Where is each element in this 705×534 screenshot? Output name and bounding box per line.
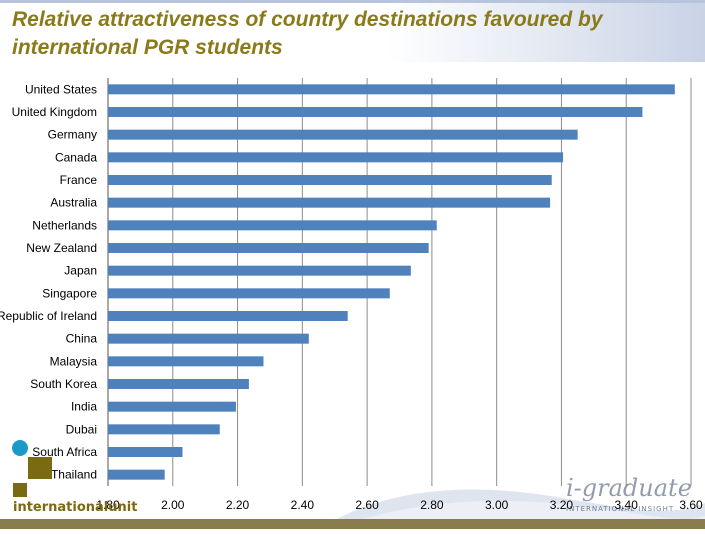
bar (108, 469, 165, 480)
decorative-wave (330, 489, 705, 523)
category-label: New Zealand (26, 241, 97, 255)
x-tick-label: 2.80 (420, 498, 444, 512)
x-tick-label: 1.80 (96, 498, 120, 512)
x-tick-label: 3.00 (485, 498, 509, 512)
bar (108, 243, 429, 253)
category-label: Germany (48, 128, 97, 142)
bar (108, 333, 309, 344)
bar (108, 175, 552, 185)
bar (108, 197, 551, 208)
bar (108, 288, 390, 299)
category-label: Malaysia (50, 354, 98, 368)
category-label: Dubai (66, 422, 97, 436)
logo-block-small-icon (13, 483, 27, 497)
grid-layer (107, 78, 692, 486)
bar (108, 424, 220, 435)
footer-band (0, 519, 705, 529)
brand-logo-text: internationalunit (13, 500, 138, 515)
category-label: France (60, 173, 98, 187)
bar (108, 356, 264, 367)
x-tick-label: 2.00 (161, 498, 185, 512)
x-tick-label: 2.20 (226, 498, 250, 512)
bar (108, 311, 348, 321)
x-tick-label: 2.60 (355, 498, 379, 512)
bar (108, 107, 643, 117)
category-label: Thailand (51, 468, 97, 482)
bar (108, 447, 183, 457)
bar (108, 129, 578, 140)
bar (108, 401, 236, 412)
tick-label-layer: 1.80 2.00 2.20 2.40 2.60 2.80 3.00 3.20 3.40 3.60 (96, 498, 703, 512)
bar-layer (108, 84, 675, 480)
category-label: Australia (50, 196, 97, 210)
bar (108, 152, 564, 163)
watermark-subtitle: INTERNATIONAL INSIGHT (566, 505, 675, 513)
category-label: India (71, 400, 97, 414)
top-rule (0, 0, 705, 3)
bar (108, 220, 437, 231)
bar (108, 379, 249, 389)
bar (108, 84, 675, 95)
logo-block-icon (28, 457, 52, 479)
title-band (0, 0, 705, 62)
x-tick-label: 2.40 (291, 498, 315, 512)
category-label: South Korea (30, 377, 97, 391)
category-label: Netherlands (32, 218, 97, 232)
watermark-logo: i-graduate (566, 474, 692, 502)
category-label-layer: United States United Kingdom Germany Canada… (0, 82, 97, 481)
x-tick-label: 3.40 (615, 498, 639, 512)
category-label: Singapore (42, 286, 97, 300)
category-label: Republic of Ireland (0, 309, 97, 323)
category-label: Japan (64, 264, 97, 278)
x-tick-label: 3.60 (679, 498, 703, 512)
x-tick-label: 3.20 (550, 498, 574, 512)
bar (108, 265, 411, 276)
category-label: South Africa (32, 445, 97, 459)
category-label: Canada (55, 150, 97, 164)
category-label: United States (25, 82, 97, 96)
category-label: China (66, 332, 98, 346)
bar-chart: United States United Kingdom Germany Canada… (0, 78, 703, 512)
chart-title: Relative attractiveness of country desti… (12, 8, 603, 59)
category-label: United Kingdom (12, 105, 97, 119)
logo-dot-icon (12, 440, 28, 456)
